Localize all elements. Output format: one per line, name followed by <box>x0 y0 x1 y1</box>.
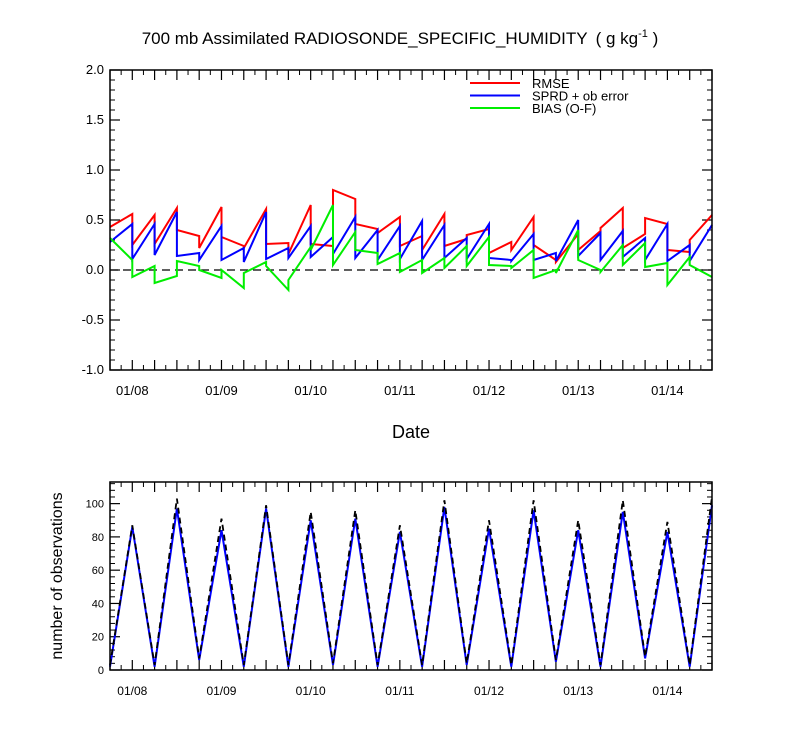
x-tick-label: 01/10 <box>294 383 327 398</box>
series-rmse-line <box>109 188 713 265</box>
chart-units-exponent: -1 <box>638 28 648 40</box>
chart-units-suffix: ) <box>648 29 658 48</box>
x-tick-label: 01/11 <box>385 684 414 698</box>
chart-title: 700 mb Assimilated RADIOSONDE_SPECIFIC_H… <box>142 28 659 48</box>
x-tick-label: 01/13 <box>563 684 593 698</box>
x-tick-label: 01/14 <box>652 684 682 698</box>
x-tick-label: 01/12 <box>473 383 506 398</box>
y-tick-label: 100 <box>86 499 104 511</box>
series-sprd-ob-error-line <box>109 211 713 265</box>
y-tick-label: 40 <box>92 598 104 610</box>
legend-label: RMSE <box>532 76 570 91</box>
y-tick-label: 1.5 <box>86 112 104 127</box>
plot-frame <box>109 69 713 371</box>
y-tick-label: -1.0 <box>82 362 104 377</box>
chart-units-prefix: ( g kg <box>596 29 639 48</box>
y-tick-label: 0 <box>98 665 104 677</box>
y-tick-label: 0.0 <box>86 262 104 277</box>
x-tick-label: 01/08 <box>116 383 149 398</box>
x-tick-label: 01/12 <box>474 684 504 698</box>
y-axis-label: number of observations <box>49 492 66 659</box>
x-axis-label: Date <box>392 422 430 442</box>
legend-label: SPRD + ob error <box>532 89 629 104</box>
x-tick-label: 01/09 <box>206 684 236 698</box>
x-tick-label: 01/14 <box>651 383 684 398</box>
y-tick-label: 0.5 <box>86 212 104 227</box>
y-tick-label: 2.0 <box>86 62 104 77</box>
series-observations-total-line <box>109 496 713 666</box>
x-tick-label: 01/09 <box>205 383 238 398</box>
x-tick-label: 01/10 <box>296 684 326 698</box>
chart-panel-2: 0 20 40 60 80 100 01/08 01/09 01/10 01/11 01/12 01/… <box>49 481 713 698</box>
y-tick-label: 80 <box>92 532 104 544</box>
y-tick-label: 1.0 <box>86 162 104 177</box>
plot-frame <box>109 481 713 671</box>
series-observations-used-line <box>109 505 713 667</box>
x-tick-label: 01/11 <box>384 383 416 398</box>
y-tick-label: 20 <box>92 632 104 644</box>
y-tick-label: -0.5 <box>82 312 104 327</box>
chart-panel-1: 700 mb Assimilated RADIOSONDE_SPECIFIC_H… <box>82 28 713 442</box>
y-tick-label: 60 <box>92 565 104 577</box>
series-bias-o-f-line <box>109 204 713 293</box>
x-tick-label: 01/08 <box>117 684 147 698</box>
x-tick-label: 01/13 <box>562 383 595 398</box>
legend-label: BIAS (O-F) <box>532 101 596 116</box>
chart-title-text: 700 mb Assimilated RADIOSONDE_SPECIFIC_H… <box>142 29 588 48</box>
